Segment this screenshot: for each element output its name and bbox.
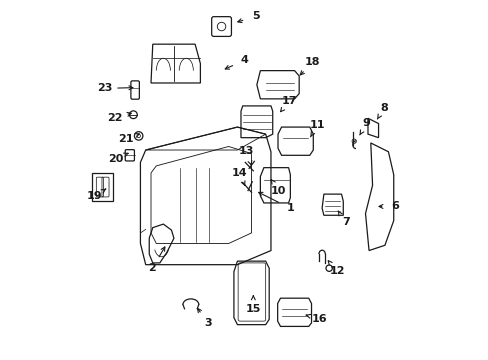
Text: 19: 19	[86, 192, 102, 202]
Text: 5: 5	[251, 12, 259, 22]
Text: 20: 20	[107, 154, 123, 164]
Text: 15: 15	[245, 305, 261, 315]
Text: 18: 18	[305, 57, 320, 67]
Text: 22: 22	[107, 113, 122, 123]
Text: 3: 3	[204, 318, 212, 328]
Text: 11: 11	[309, 120, 324, 130]
Text: 16: 16	[311, 314, 326, 324]
Text: 14: 14	[231, 168, 246, 177]
Text: 6: 6	[390, 202, 398, 211]
Text: 2: 2	[148, 263, 156, 273]
Text: 17: 17	[281, 96, 297, 106]
Text: 9: 9	[362, 118, 370, 129]
Text: 21: 21	[118, 134, 133, 144]
Text: 1: 1	[286, 203, 294, 213]
Text: 12: 12	[329, 266, 344, 276]
Text: 8: 8	[380, 103, 387, 113]
Text: 13: 13	[239, 146, 254, 156]
Text: 23: 23	[97, 84, 112, 93]
Text: 10: 10	[270, 185, 285, 195]
Text: 4: 4	[241, 55, 248, 65]
Text: 7: 7	[341, 217, 349, 227]
